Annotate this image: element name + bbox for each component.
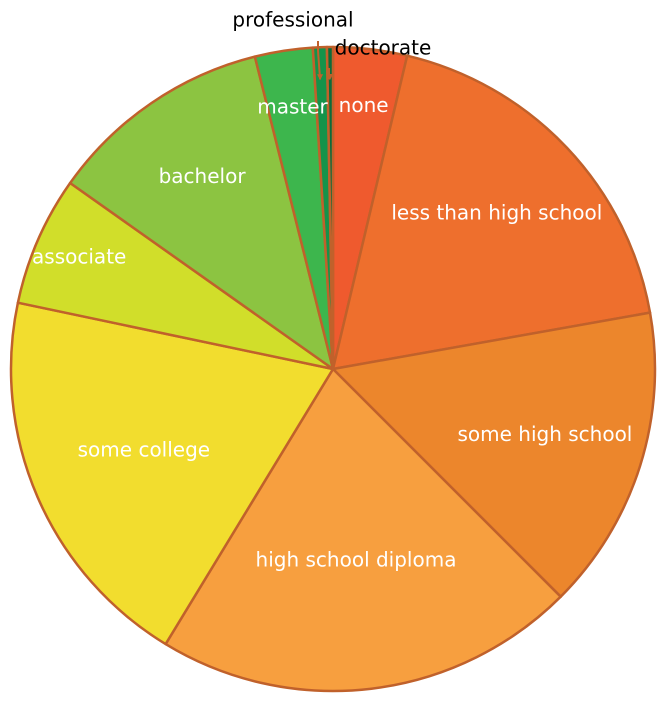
slice-label-associate: associate xyxy=(32,245,126,269)
slice-label-some-high-school: some high school xyxy=(457,422,632,446)
slice-label-none: none xyxy=(339,93,389,117)
pie-slice-high-school-diploma xyxy=(164,367,562,693)
leader-lines xyxy=(317,41,334,81)
slice-label-bachelor: bachelor xyxy=(159,164,247,188)
leader-arrow-doctorate xyxy=(327,74,334,81)
pie-slice-some-high-school xyxy=(331,311,657,598)
pie-slice-associate xyxy=(16,181,335,371)
leader-arrow-professional xyxy=(317,74,324,81)
pie-slice-bachelor xyxy=(68,55,335,371)
pie-slice-doctorate xyxy=(325,45,335,371)
pie-slices xyxy=(9,45,657,693)
slice-label-high-school-diploma: high school diploma xyxy=(256,547,457,571)
slice-label-professional: professional xyxy=(232,8,353,32)
slice-label-doctorate: doctorate xyxy=(335,36,432,60)
pie-slice-less-than-high-school xyxy=(331,54,652,371)
slice-labels: none less than high school some high schoo… xyxy=(32,8,632,572)
leader-line-professional xyxy=(317,41,322,80)
slice-label-less-than-high-school: less than high school xyxy=(391,201,602,225)
slice-label-master: master xyxy=(257,95,328,119)
pie-slice-some-college xyxy=(9,301,335,646)
slice-label-some-college: some college xyxy=(78,437,210,461)
